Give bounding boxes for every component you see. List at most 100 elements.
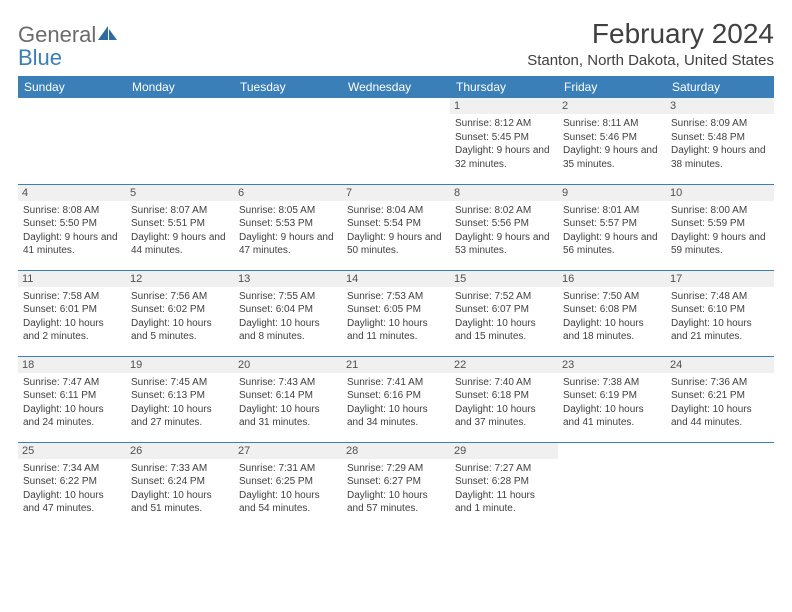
calendar-week-row: 11Sunrise: 7:58 AMSunset: 6:01 PMDayligh… [18, 270, 774, 356]
day-number: 3 [666, 98, 774, 114]
calendar-day-cell: 11Sunrise: 7:58 AMSunset: 6:01 PMDayligh… [18, 270, 126, 356]
calendar-day-cell [126, 98, 234, 184]
day-info: Sunrise: 8:05 AMSunset: 5:53 PMDaylight:… [239, 204, 337, 258]
day-info: Sunrise: 7:45 AMSunset: 6:13 PMDaylight:… [131, 376, 229, 430]
calendar-week-row: 25 Sunrise: 7:34 AMSunset: 6:22 PMDayligh… [18, 442, 774, 528]
day-info: Sunrise: 8:08 AMSunset: 5:50 PMDaylight:… [23, 204, 121, 258]
day-info: Sunrise: 7:55 AMSunset: 6:04 PMDaylight:… [239, 290, 337, 344]
day-number: 8 [450, 185, 558, 201]
day-header: Sunday [18, 76, 126, 98]
calendar-table: SundayMondayTuesdayWednesdayThursdayFrid… [18, 76, 774, 528]
calendar-week-row: 1Sunrise: 8:12 AMSunset: 5:45 PMDaylight… [18, 98, 774, 184]
day-header-row: SundayMondayTuesdayWednesdayThursdayFrid… [18, 76, 774, 98]
location: Stanton, North Dakota, United States [527, 52, 774, 69]
calendar-day-cell [234, 98, 342, 184]
day-number: 1 [450, 98, 558, 114]
day-info: Sunrise: 8:07 AMSunset: 5:51 PMDaylight:… [131, 204, 229, 258]
day-info: Sunrise: 7:58 AMSunset: 6:01 PMDaylight:… [23, 290, 121, 344]
day-header: Monday [126, 76, 234, 98]
calendar-day-cell [666, 442, 774, 528]
calendar-day-cell: 15 Sunrise: 7:52 AMSunset: 6:07 PMDayligh… [450, 270, 558, 356]
day-number: 21 [342, 357, 450, 373]
day-number: 20 [234, 357, 342, 373]
day-number: 19 [126, 357, 234, 373]
calendar-day-cell: 2 Sunrise: 8:11 AMSunset: 5:46 PMDaylight… [558, 98, 666, 184]
day-header: Saturday [666, 76, 774, 98]
calendar-day-cell: 6 Sunrise: 8:05 AMSunset: 5:53 PMDaylight… [234, 184, 342, 270]
day-info: Sunrise: 8:00 AMSunset: 5:59 PMDaylight:… [671, 204, 769, 258]
calendar-day-cell [558, 442, 666, 528]
day-number: 26 [126, 443, 234, 459]
calendar-day-cell: 3 Sunrise: 8:09 AMSunset: 5:48 PMDaylight… [666, 98, 774, 184]
day-number: 7 [342, 185, 450, 201]
day-number: 17 [666, 271, 774, 287]
day-number: 15 [450, 271, 558, 287]
day-number: 24 [666, 357, 774, 373]
day-info: Sunrise: 7:29 AMSunset: 6:27 PMDaylight:… [347, 462, 445, 516]
day-number: 9 [558, 185, 666, 201]
calendar-day-cell: 19 Sunrise: 7:45 AMSunset: 6:13 PMDayligh… [126, 356, 234, 442]
header: General Blue February 2024 Stanton, Nort… [18, 18, 774, 70]
logo: General Blue [18, 24, 118, 70]
calendar-day-cell: 1Sunrise: 8:12 AMSunset: 5:45 PMDaylight… [450, 98, 558, 184]
calendar-day-cell [18, 98, 126, 184]
day-info: Sunrise: 7:56 AMSunset: 6:02 PMDaylight:… [131, 290, 229, 344]
day-info: Sunrise: 7:33 AMSunset: 6:24 PMDaylight:… [131, 462, 229, 516]
day-info: Sunrise: 7:36 AMSunset: 6:21 PMDaylight:… [671, 376, 769, 430]
calendar-day-cell: 27 Sunrise: 7:31 AMSunset: 6:25 PMDayligh… [234, 442, 342, 528]
day-info: Sunrise: 7:34 AMSunset: 6:22 PMDaylight:… [23, 462, 121, 516]
calendar-day-cell: 12 Sunrise: 7:56 AMSunset: 6:02 PMDayligh… [126, 270, 234, 356]
day-info: Sunrise: 7:31 AMSunset: 6:25 PMDaylight:… [239, 462, 337, 516]
day-info: Sunrise: 7:53 AMSunset: 6:05 PMDaylight:… [347, 290, 445, 344]
day-number: 6 [234, 185, 342, 201]
logo-text-blue: Blue [18, 45, 62, 70]
calendar-day-cell: 26 Sunrise: 7:33 AMSunset: 6:24 PMDayligh… [126, 442, 234, 528]
day-number: 22 [450, 357, 558, 373]
calendar-day-cell: 7 Sunrise: 8:04 AMSunset: 5:54 PMDaylight… [342, 184, 450, 270]
day-info: Sunrise: 7:52 AMSunset: 6:07 PMDaylight:… [455, 290, 553, 344]
calendar-day-cell: 13 Sunrise: 7:55 AMSunset: 6:04 PMDayligh… [234, 270, 342, 356]
day-info: Sunrise: 7:38 AMSunset: 6:19 PMDaylight:… [563, 376, 661, 430]
day-info: Sunrise: 8:02 AMSunset: 5:56 PMDaylight:… [455, 204, 553, 258]
day-info: Sunrise: 8:01 AMSunset: 5:57 PMDaylight:… [563, 204, 661, 258]
day-number: 29 [450, 443, 558, 459]
calendar-week-row: 18 Sunrise: 7:47 AMSunset: 6:11 PMDayligh… [18, 356, 774, 442]
day-number: 2 [558, 98, 666, 114]
day-number: 28 [342, 443, 450, 459]
day-number: 13 [234, 271, 342, 287]
day-number: 12 [126, 271, 234, 287]
day-number: 10 [666, 185, 774, 201]
calendar-day-cell: 29 Sunrise: 7:27 AMSunset: 6:28 PMDayligh… [450, 442, 558, 528]
day-info: Sunrise: 7:40 AMSunset: 6:18 PMDaylight:… [455, 376, 553, 430]
day-info: Sunrise: 8:11 AMSunset: 5:46 PMDaylight:… [563, 117, 661, 171]
day-header: Tuesday [234, 76, 342, 98]
calendar-day-cell: 21 Sunrise: 7:41 AMSunset: 6:16 PMDayligh… [342, 356, 450, 442]
calendar-day-cell: 5 Sunrise: 8:07 AMSunset: 5:51 PMDaylight… [126, 184, 234, 270]
day-header: Thursday [450, 76, 558, 98]
calendar-day-cell: 24 Sunrise: 7:36 AMSunset: 6:21 PMDayligh… [666, 356, 774, 442]
day-info: Sunrise: 7:41 AMSunset: 6:16 PMDaylight:… [347, 376, 445, 430]
day-info: Sunrise: 7:47 AMSunset: 6:11 PMDaylight:… [23, 376, 121, 430]
day-number: 4 [18, 185, 126, 201]
calendar-day-cell: 22 Sunrise: 7:40 AMSunset: 6:18 PMDayligh… [450, 356, 558, 442]
day-number: 16 [558, 271, 666, 287]
calendar-day-cell: 17Sunrise: 7:48 AMSunset: 6:10 PMDayligh… [666, 270, 774, 356]
day-info: Sunrise: 7:50 AMSunset: 6:08 PMDaylight:… [563, 290, 661, 344]
day-number: 5 [126, 185, 234, 201]
day-number: 27 [234, 443, 342, 459]
day-number: 18 [18, 357, 126, 373]
calendar-day-cell: 10 Sunrise: 8:00 AMSunset: 5:59 PMDayligh… [666, 184, 774, 270]
day-number: 25 [18, 443, 126, 459]
calendar-day-cell: 16 Sunrise: 7:50 AMSunset: 6:08 PMDayligh… [558, 270, 666, 356]
title-block: February 2024 Stanton, North Dakota, Uni… [527, 18, 774, 69]
day-info: Sunrise: 7:27 AMSunset: 6:28 PMDaylight:… [455, 462, 553, 516]
calendar-day-cell: 9 Sunrise: 8:01 AMSunset: 5:57 PMDaylight… [558, 184, 666, 270]
day-info: Sunrise: 8:04 AMSunset: 5:54 PMDaylight:… [347, 204, 445, 258]
day-header: Friday [558, 76, 666, 98]
calendar-day-cell: 4 Sunrise: 8:08 AMSunset: 5:50 PMDaylight… [18, 184, 126, 270]
logo-sail-icon [98, 26, 118, 47]
logo-text-general: General [18, 22, 96, 47]
day-info: Sunrise: 8:09 AMSunset: 5:48 PMDaylight:… [671, 117, 769, 171]
calendar-day-cell: 14 Sunrise: 7:53 AMSunset: 6:05 PMDayligh… [342, 270, 450, 356]
day-number: 14 [342, 271, 450, 287]
